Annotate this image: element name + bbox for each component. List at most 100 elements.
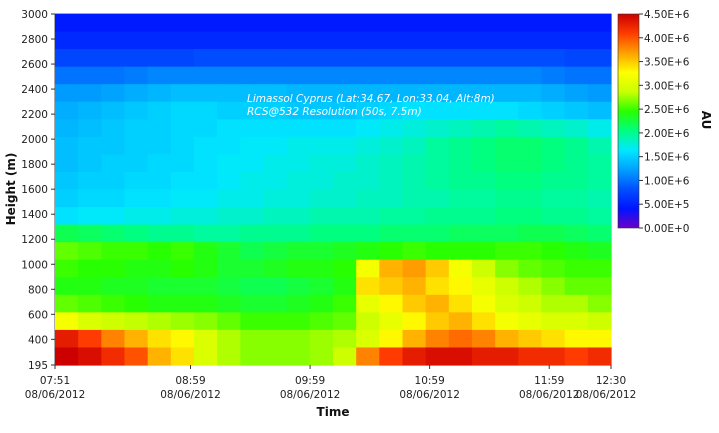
heatmap-cell [55, 14, 79, 33]
heatmap-cell [402, 294, 427, 313]
heatmap-cell [309, 136, 334, 155]
heatmap-cell [333, 49, 357, 68]
heatmap-cell [194, 14, 218, 33]
heatmap-cell [448, 119, 473, 138]
heatmap-cell [286, 136, 311, 155]
heatmap-cell [425, 119, 450, 138]
heatmap-cell [286, 49, 311, 68]
heatmap-cell [124, 101, 149, 120]
heatmap-cell [495, 171, 519, 191]
heatmap-cell [402, 66, 427, 85]
heatmap-cell [425, 294, 450, 313]
heatmap-cell [564, 49, 589, 68]
heatmap-cell [217, 136, 241, 155]
heatmap-cell [147, 277, 172, 296]
heatmap-cell [286, 119, 311, 138]
heatmap-cell [217, 101, 241, 120]
heatmap-cell [518, 224, 543, 243]
heatmap-cell [194, 242, 218, 261]
heatmap-cell [55, 224, 79, 243]
heatmap-cell [124, 136, 149, 155]
heatmap-cell [263, 14, 288, 33]
heatmap-cell [240, 84, 265, 103]
y-tick-label: 1400 [21, 209, 48, 221]
heatmap-cell [541, 136, 566, 155]
heatmap-cell [518, 136, 543, 155]
y-tick-label: 2000 [21, 134, 48, 146]
heatmap-cell [518, 242, 543, 261]
heatmap-cell [564, 136, 589, 155]
heatmap-cell [147, 14, 172, 33]
heatmap-cell [286, 312, 311, 331]
heatmap-cell [263, 294, 288, 313]
heatmap-cell [101, 189, 126, 208]
heatmap-cell [564, 31, 589, 50]
heatmap-cell [379, 101, 404, 120]
heatmap-cell [495, 312, 519, 331]
heatmap-cell [425, 189, 450, 208]
heatmap-cell [472, 84, 496, 103]
heatmap-cell [518, 207, 543, 226]
heatmap-cell [425, 154, 450, 173]
heatmap-cell [448, 154, 473, 173]
heatmap-cell [379, 294, 404, 313]
heatmap-cell [286, 242, 311, 261]
heatmap-cell [286, 347, 311, 366]
heatmap-cell [78, 119, 102, 138]
heatmap-cell [286, 66, 311, 85]
heatmap-cell [263, 207, 288, 226]
heatmap-cell [425, 14, 450, 33]
heatmap-cell [286, 207, 311, 226]
heatmap-cell [402, 312, 427, 331]
heatmap-cell [472, 66, 496, 85]
heatmap-cell [518, 347, 543, 366]
heatmap-cell [194, 294, 218, 313]
heatmap-cell [101, 136, 126, 155]
heatmap-cell [402, 14, 427, 33]
heatmap-cell [333, 101, 357, 120]
heatmap-cell [333, 14, 357, 33]
heatmap-cell [448, 224, 473, 243]
heatmap-cell [495, 259, 519, 278]
heatmap-cell [170, 31, 195, 50]
heatmap-cell [356, 84, 380, 103]
heatmap-cell [379, 84, 404, 103]
y-tick-label: 1800 [21, 159, 48, 171]
heatmap-cell [309, 171, 334, 191]
heatmap-cell [124, 14, 149, 33]
heatmap-cell [78, 84, 102, 103]
heatmap-cell [124, 154, 149, 173]
heatmap-cell [518, 171, 543, 191]
heatmap-cell [55, 189, 79, 208]
heatmap-cell [333, 189, 357, 208]
heatmap-cell [78, 277, 102, 296]
heatmap-cell [333, 277, 357, 296]
x-tick-time: 12:30 [596, 375, 626, 387]
heatmap-cell [356, 329, 380, 349]
heatmap-cell [379, 329, 404, 349]
heatmap-cell [333, 347, 357, 366]
heatmap-cell [286, 101, 311, 120]
heatmap-cell [170, 154, 195, 173]
heatmap-cell [495, 329, 519, 349]
heatmap-cell [587, 312, 612, 331]
heatmap-cell [124, 66, 149, 85]
y-tick-label: 1000 [21, 259, 48, 271]
heatmap-cell [356, 224, 380, 243]
heatmap-cell [518, 189, 543, 208]
heatmap-cell [379, 14, 404, 33]
heatmap-cell [78, 207, 102, 226]
heatmap-cell [217, 84, 241, 103]
heatmap-cell [78, 312, 102, 331]
heatmap-cell [101, 329, 126, 349]
heatmap-cell [356, 119, 380, 138]
heatmap-cell [124, 224, 149, 243]
heatmap-cell [495, 189, 519, 208]
heatmap-cell [379, 259, 404, 278]
heatmap-cell [425, 31, 450, 50]
heatmap-cell [55, 84, 79, 103]
heatmap-cell [472, 119, 496, 138]
heatmap-cell [379, 49, 404, 68]
y-tick-label: 1600 [21, 184, 48, 196]
heatmap-cell [170, 49, 195, 68]
